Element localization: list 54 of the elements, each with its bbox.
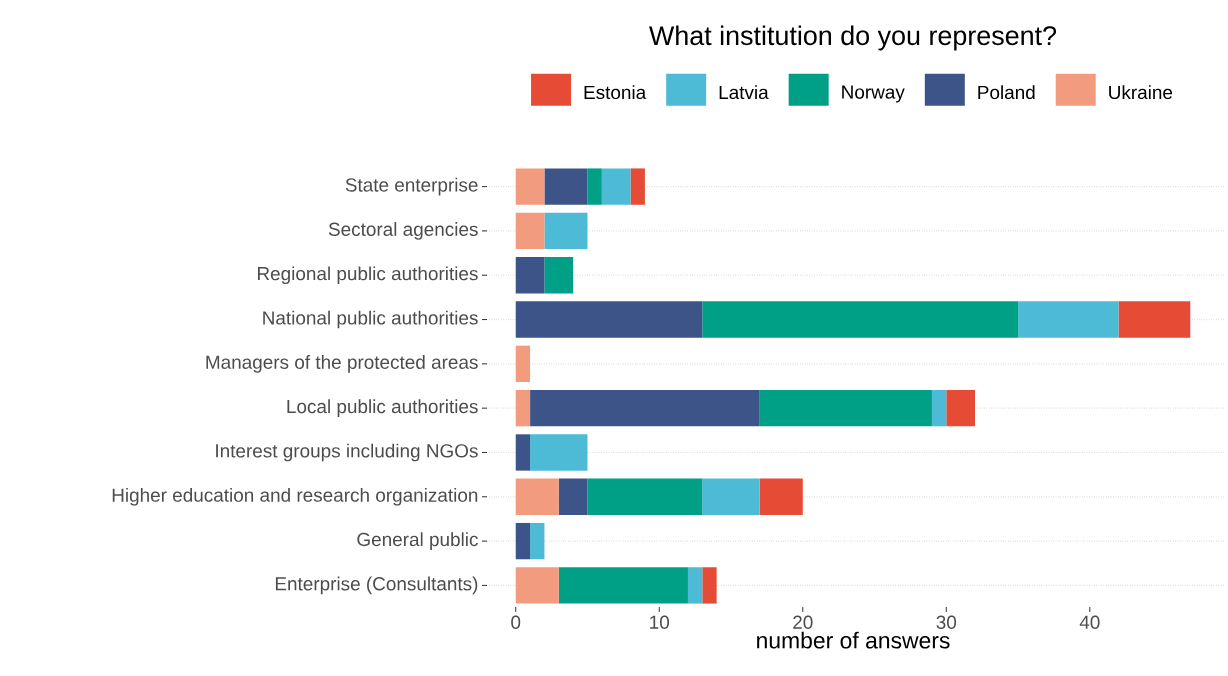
- chart-title: What institution do you represent?: [649, 25, 1057, 51]
- bar: [759, 389, 932, 427]
- bar: [558, 478, 588, 515]
- legend-label: Latvia: [719, 85, 769, 100]
- legend-label: Norway: [842, 85, 905, 103]
- bar: [544, 168, 588, 205]
- bar: [515, 345, 531, 383]
- bar: [515, 168, 545, 205]
- legend-label: Ukraine: [1109, 85, 1173, 100]
- x-tick-label: 10: [650, 615, 670, 629]
- bar: [1018, 301, 1119, 338]
- bar: [530, 389, 760, 427]
- bar: [515, 434, 531, 471]
- bar: [515, 522, 531, 560]
- y-tick-label: Managers of the protected areas: [206, 355, 478, 373]
- y-tick-label: State enterprise: [345, 177, 478, 196]
- x-tick-label: 40: [1079, 615, 1100, 629]
- x-tick-label: 30: [936, 615, 957, 629]
- bar: [687, 567, 703, 604]
- y-tick-label: Interest groups including NGOs: [216, 443, 478, 462]
- bar: [515, 478, 559, 515]
- legend-label: Poland: [978, 85, 1035, 100]
- bar: [587, 168, 602, 205]
- bar: [587, 478, 703, 515]
- y-tick-label: Enterprise (Consultants): [275, 576, 478, 595]
- y-tick-label: General public: [357, 532, 478, 550]
- bar: [759, 478, 803, 515]
- bar: [515, 257, 545, 294]
- bar: [601, 168, 631, 205]
- bar: [931, 389, 947, 427]
- y-tick-label: Higher education and research organization: [112, 487, 478, 506]
- y-tick-label: National public authorities: [263, 310, 478, 329]
- bar: [515, 212, 545, 250]
- bar: [515, 389, 531, 427]
- bar: [946, 389, 975, 427]
- bar: [530, 434, 588, 471]
- bar: [702, 567, 717, 604]
- bar: [1118, 301, 1191, 338]
- bar: [544, 212, 588, 250]
- bar: [515, 567, 559, 604]
- bar: [544, 257, 574, 294]
- x-axis-title: number of answers: [757, 631, 950, 649]
- bar: [630, 168, 645, 205]
- y-tick-label: Local public authorities: [287, 399, 478, 417]
- bar: [558, 567, 688, 604]
- legend-label: Estonia: [584, 85, 647, 100]
- bar: [702, 301, 1019, 338]
- y-tick-label: Regional public authorities: [258, 266, 478, 285]
- y-tick-label: Sectoral agencies: [328, 222, 478, 240]
- bar: [530, 522, 545, 560]
- bar: [515, 301, 703, 338]
- bar: [702, 478, 760, 515]
- x-tick-label: 20: [793, 615, 813, 629]
- x-tick-label: 0: [511, 615, 521, 629]
